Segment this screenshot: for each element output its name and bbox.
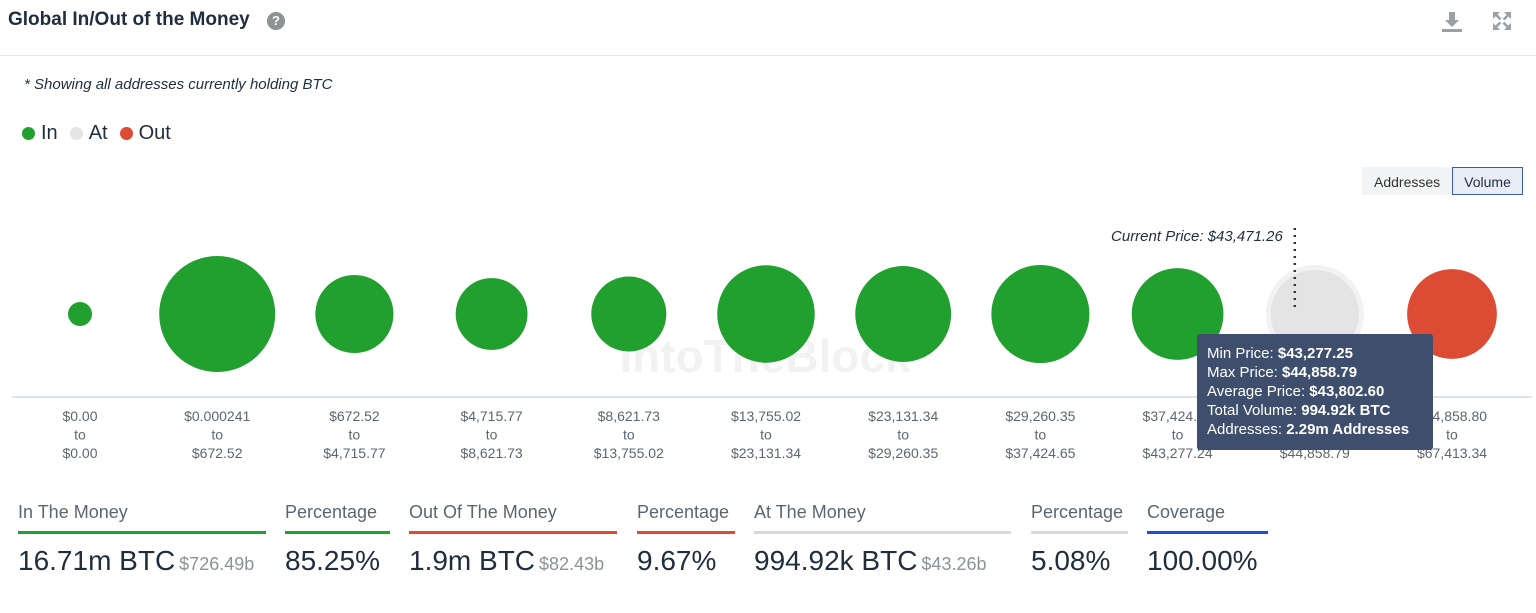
stat-in-percentage: Percentage 85.25% xyxy=(285,502,390,577)
tick-label: $67,413.34 xyxy=(1417,445,1487,461)
stat-value: 1.9m BTC $82.43b xyxy=(409,545,605,576)
tick-label-to: to xyxy=(211,427,223,443)
legend-item-at[interactable]: At xyxy=(69,122,108,145)
legend-label-at: At xyxy=(88,122,108,144)
page-title: Global In/Out of the Money xyxy=(8,9,250,30)
tooltip-addresses: Addresses: 2.29m Addresses xyxy=(1207,421,1410,438)
tick-label-to: to xyxy=(623,427,635,443)
legend-label-out: Out xyxy=(138,122,171,144)
tick-label: $37,424.65 xyxy=(1005,445,1075,461)
tick-label: $672.52 xyxy=(192,445,243,461)
tick-label: $8,621.73 xyxy=(460,445,522,461)
stat-value: 5.08% xyxy=(1031,545,1111,576)
tooltip-avg-price: Average Price: $43,802.60 xyxy=(1207,383,1385,400)
stat-bar xyxy=(637,531,735,534)
legend-dot-at xyxy=(69,127,83,140)
tick-label: $0.00 xyxy=(62,408,97,424)
chart-legend: In At Out xyxy=(22,122,183,145)
stat-label: Percentage xyxy=(1031,502,1124,522)
stat-label: Percentage xyxy=(285,502,378,522)
tick-label: $23,131.34 xyxy=(868,408,938,424)
stat-label: Percentage xyxy=(637,502,730,522)
help-icon[interactable]: ? xyxy=(267,12,285,30)
stat-bar xyxy=(1031,531,1128,534)
tooltip-total-volume: Total Volume: 994.92k BTC xyxy=(1207,402,1391,419)
tick-label-to: to xyxy=(74,427,86,443)
stat-label: In The Money xyxy=(18,502,128,522)
tick-label-to: to xyxy=(760,427,772,443)
tick-label: $44,858.80 xyxy=(1417,408,1487,424)
stat-bar xyxy=(1147,531,1268,534)
stat-at-the-money: At The Money 994.92k BTC $43.26b xyxy=(754,502,1011,577)
bucket-tooltip: Min Price: $43,277.25 Max Price: $44,858… xyxy=(1197,334,1433,450)
stat-value: 16.71m BTC $726.49b xyxy=(18,545,255,576)
stat-value: 85.25% xyxy=(285,545,380,576)
download-icon[interactable] xyxy=(1440,10,1464,34)
widget-header: Global In/Out of the Money ? xyxy=(0,0,1536,56)
bubble-in[interactable] xyxy=(159,256,276,372)
tick-label: $43,277.24 xyxy=(1143,445,1213,461)
metric-toggle: Addresses Volume xyxy=(1362,167,1523,195)
tick-label: $29,260.35 xyxy=(1005,408,1075,424)
tick-label: $13,755.02 xyxy=(731,408,801,424)
tick-label: $37,424.65 xyxy=(1143,408,1213,424)
bubble-in[interactable] xyxy=(591,276,667,352)
tick-label: $29,260.35 xyxy=(868,445,938,461)
tooltip-min-price: Min Price: $43,277.25 xyxy=(1207,345,1353,362)
legend-label-in: In xyxy=(41,122,58,144)
legend-item-in[interactable]: In xyxy=(22,122,58,145)
stat-bar xyxy=(754,531,1011,534)
tick-label: $4,715.77 xyxy=(460,408,522,424)
stat-value: 9.67% xyxy=(637,545,717,576)
tick-label-to: to xyxy=(1172,427,1184,443)
stat-value: 100.00% xyxy=(1147,545,1258,576)
tick-label: $8,621.73 xyxy=(598,408,660,424)
stat-in-the-money: In The Money 16.71m BTC $726.49b xyxy=(18,502,266,577)
tick-label: $672.52 xyxy=(329,408,380,424)
addresses-toggle-button[interactable]: Addresses xyxy=(1362,167,1453,195)
tick-label: $0.00 xyxy=(62,445,97,461)
stat-at-percentage: Percentage 5.08% xyxy=(1031,502,1128,577)
legend-item-out[interactable]: Out xyxy=(119,122,171,145)
stat-bar xyxy=(285,531,390,534)
bubble-in[interactable] xyxy=(315,274,394,354)
tick-label-to: to xyxy=(897,427,909,443)
tick-label: $23,131.34 xyxy=(731,445,801,461)
expand-icon[interactable] xyxy=(1491,10,1513,32)
tick-label-to: to xyxy=(1035,427,1047,443)
legend-dot-in xyxy=(22,127,35,140)
stat-out-percentage: Percentage 9.67% xyxy=(637,502,735,577)
tick-label: $0.000241 xyxy=(184,408,250,424)
volume-toggle-button[interactable]: Volume xyxy=(1452,167,1523,195)
stat-out-of-the-money: Out Of The Money 1.9m BTC $82.43b xyxy=(409,502,617,577)
stat-label: Coverage xyxy=(1147,502,1226,522)
legend-dot-out xyxy=(119,127,133,140)
bubble-in[interactable] xyxy=(455,278,528,350)
current-price-label: Current Price: $43,471.26 xyxy=(1111,228,1283,245)
tooltip-max-price: Max Price: $44,858.79 xyxy=(1207,364,1358,381)
tick-label: $4,715.77 xyxy=(323,445,385,461)
tick-label-to: to xyxy=(1446,427,1458,443)
stat-label: At The Money xyxy=(754,502,866,522)
tick-label-to: to xyxy=(349,427,361,443)
stat-coverage: Coverage 100.00% xyxy=(1147,502,1268,577)
stat-label: Out Of The Money xyxy=(409,502,557,522)
tick-label-to: to xyxy=(486,427,498,443)
bubble-in[interactable] xyxy=(717,265,815,363)
bubble-in[interactable] xyxy=(991,264,1090,364)
bubble-in[interactable] xyxy=(855,266,952,362)
tick-label: $13,755.02 xyxy=(594,445,664,461)
stat-bar xyxy=(409,531,617,534)
stat-bar xyxy=(18,531,266,534)
stat-value: 994.92k BTC $43.26b xyxy=(754,545,987,576)
holdings-note: * Showing all addresses currently holdin… xyxy=(24,76,333,93)
bubble-in[interactable] xyxy=(68,302,92,326)
